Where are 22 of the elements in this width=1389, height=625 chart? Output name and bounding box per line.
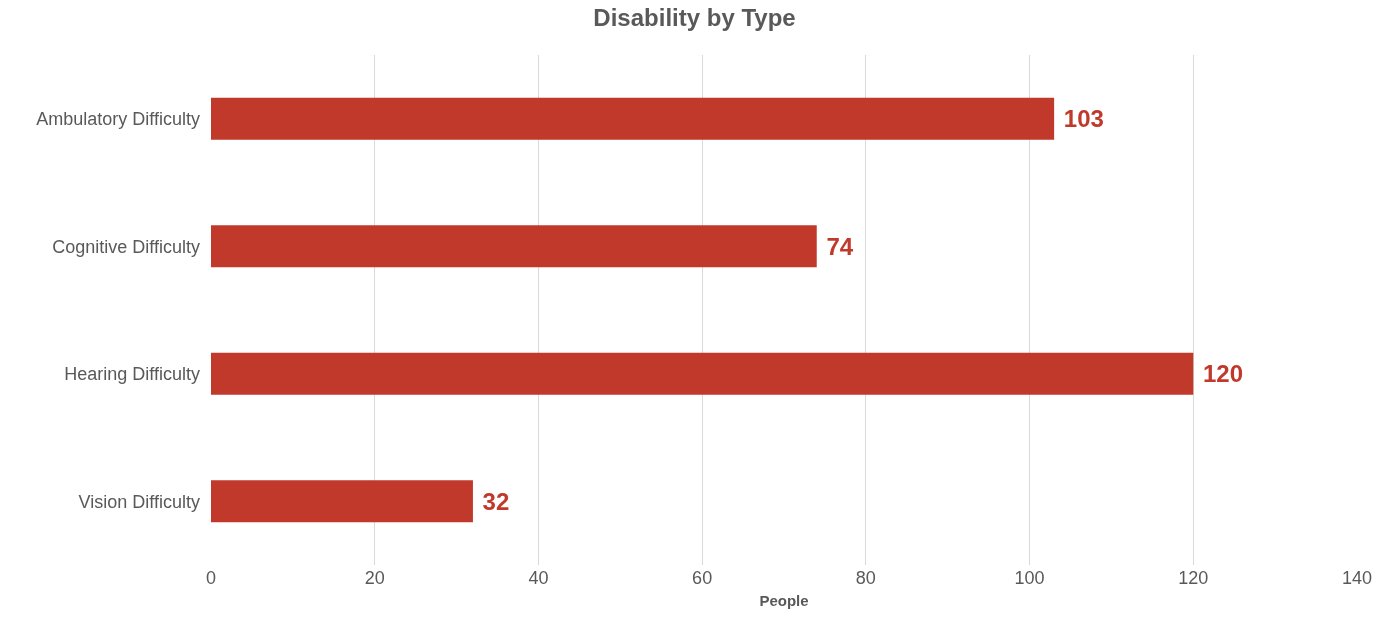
x-tick-label: 60 [692,568,713,588]
y-tick-label: Vision Difficulty [78,491,200,512]
x-tick-label: 120 [1178,568,1209,588]
data-label: 103 [1057,105,1104,133]
y-tick-label: Cognitive Difficulty [52,236,200,257]
x-tick-label: 0 [205,568,217,588]
bar [211,225,817,268]
data-label: 120 [1196,360,1244,388]
chart-title: Disability by Type [593,4,796,32]
bar [211,352,1194,395]
x-axis-title: People [759,592,809,609]
data-label: 74 [819,232,854,260]
x-tick-label: 80 [855,568,876,588]
data-label: 32 [475,487,510,515]
x-tick-label: 20 [364,568,385,588]
x-tick-label: 140 [1341,568,1373,588]
x-tick-label: 40 [528,568,549,588]
bar [211,97,1055,140]
y-tick-label: Ambulatory Difficulty [36,109,200,130]
y-tick-label: Hearing Difficulty [64,364,200,385]
bar [211,480,473,523]
x-tick-label: 100 [1014,568,1045,588]
